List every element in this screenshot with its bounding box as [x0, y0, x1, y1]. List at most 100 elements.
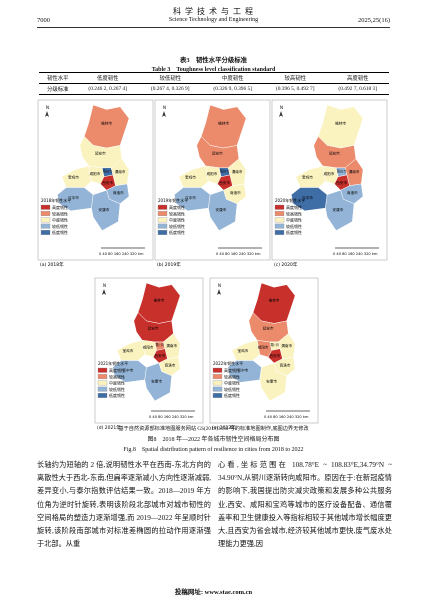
city-label: 渭南市 [166, 343, 177, 348]
panel-caption: (a) 2018年 [40, 261, 64, 268]
city-label: 商洛市 [165, 362, 176, 367]
legend-title: 2022年韧性水平 [213, 360, 243, 366]
journal-en: Science Technology and Engineering [168, 17, 259, 23]
table-title-cn: 表3 韧性水平分级标准 [179, 57, 248, 64]
legend-swatch [212, 386, 223, 392]
legend-swatch [212, 367, 223, 373]
legend-label: 较高韧性 [52, 210, 68, 216]
legend-swatch [212, 374, 223, 379]
table-title-en: Table 3 Toughness level classification s… [151, 67, 276, 73]
panel-frame [37, 99, 154, 261]
figure-title-cn: 图8 2018 年—2022 年各城市韧性空间格局分布图 [147, 437, 280, 443]
th: 中度韧性 [221, 76, 244, 82]
td: (0.267 4, 0.326 9] [150, 86, 190, 92]
legend-label: 较低韧性 [286, 223, 302, 229]
header-rule [37, 27, 390, 28]
legend-swatch [157, 223, 168, 229]
city-label: 宝鸡市 [68, 175, 79, 180]
north-arrow [45, 111, 49, 117]
legend-swatch [97, 367, 108, 373]
city-label: 渭南市 [281, 343, 292, 348]
legend-title: 2018年韧性水平 [41, 197, 71, 203]
panel-caption: (b) 2019年 [157, 261, 181, 268]
th: 较低韧性 [159, 76, 182, 82]
city-region [158, 356, 181, 376]
city-label: 榆林市 [101, 121, 112, 126]
legend-swatch [212, 393, 223, 398]
scale-label: 0 40 80 160 240 320 km [149, 415, 194, 419]
city-label: 西安市 [219, 180, 230, 185]
table-header: 韧性水平 低度韧性 较低韧性 中度韧性 较高韧性 高度韧性 [39, 73, 389, 84]
city-label: 铜川市 [219, 168, 230, 173]
legend-title: 2021年韧性水平 [98, 360, 128, 366]
city-label: 咸阳市 [90, 171, 101, 176]
legend-swatch [97, 393, 108, 398]
city-label: 安康市 [333, 207, 344, 212]
journal-cn: 科 学 技 术 与 工 程 [173, 7, 254, 16]
city-label: 咸阳市 [324, 171, 335, 176]
legend-swatch [274, 211, 285, 216]
th: 较高韧性 [284, 76, 307, 82]
legend-swatch [97, 374, 108, 379]
legend-label: 较低韧性 [169, 223, 185, 229]
legend-swatch [274, 223, 285, 229]
table-row: 分级标准 (0.246 2, 0.267 4] (0.267 4, 0.326 9]… [39, 84, 389, 95]
city-label: 宝鸡市 [302, 175, 313, 180]
legend-label: 中度韧性 [224, 380, 240, 386]
city-label: 汉中市 [123, 367, 134, 372]
city-label: 延安市 [263, 325, 274, 330]
city-label: 西安市 [270, 353, 281, 358]
city-label: 铜川市 [155, 342, 166, 347]
city-label: 铜川市 [336, 168, 347, 173]
city-label: 榆林市 [335, 121, 346, 126]
city-region [152, 348, 168, 364]
legend-label: 较高韧性 [109, 373, 125, 379]
legend-label: 低度韧性 [52, 229, 68, 235]
legend-title: 2019年韧性水平 [158, 197, 188, 203]
td: (0.492 7, 0.618 3] [338, 86, 378, 92]
city-label: 安康市 [151, 378, 162, 383]
legend-swatch [97, 380, 108, 386]
legend-label: 中度韧性 [169, 217, 185, 223]
city-label: 商洛市 [280, 362, 291, 367]
city-label: 渭南市 [232, 169, 243, 174]
legend-label: 低度韧性 [169, 229, 185, 235]
city-label: 延安市 [212, 150, 223, 155]
legend-swatch [40, 230, 51, 235]
legend-swatch [157, 204, 168, 210]
north-arrow [279, 111, 283, 117]
legend-label: 中度韧性 [109, 380, 125, 386]
city-label: 渭南市 [115, 169, 126, 174]
city-label: 安康市 [266, 378, 277, 383]
city-label: 西安市 [336, 180, 347, 185]
legend-swatch [157, 211, 168, 216]
city-label: 榆林市 [269, 298, 280, 303]
city-label: 延安市 [95, 150, 106, 155]
legend-swatch [97, 386, 108, 392]
legend-swatch [40, 217, 51, 223]
north-label: N [218, 283, 221, 288]
legend-swatch [212, 380, 223, 386]
legend-label: 低度韧性 [286, 229, 302, 235]
legend-label: 较高韧性 [224, 373, 240, 379]
city-label: 商洛市 [113, 190, 124, 195]
city-label: 铜川市 [270, 342, 281, 347]
panel-frame [94, 277, 204, 424]
city-label: 汉中市 [185, 195, 196, 200]
city-region [223, 183, 247, 204]
city-region [252, 282, 296, 324]
td: (0.326 9, 0.396 5] [213, 86, 253, 92]
city-label: 商洛市 [230, 190, 241, 195]
legend-swatch [40, 223, 51, 229]
td: (0.246 2, 0.267 4] [88, 86, 128, 92]
legend-swatch [274, 230, 285, 235]
legend-label: 高度韧性 [169, 204, 185, 210]
td: 分级标准 [46, 87, 69, 93]
scale-label: 0 40 80 160 240 320 km [333, 252, 378, 256]
city-label: 汉中市 [238, 367, 249, 372]
city-label: 咸阳市 [258, 345, 269, 350]
